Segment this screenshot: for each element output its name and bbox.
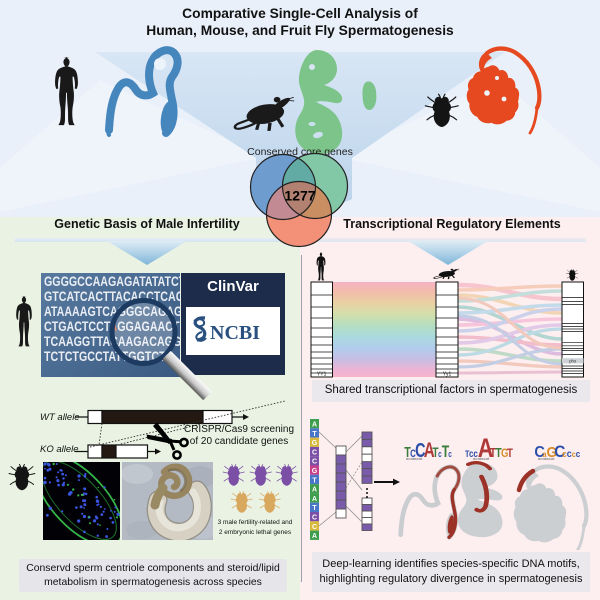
svg-text:T: T [465, 449, 469, 459]
svg-text:c: c [438, 449, 442, 459]
svg-text:C: C [554, 442, 565, 460]
svg-text:G: G [501, 447, 508, 460]
svg-text:C: C [312, 449, 317, 456]
svg-text:acgtacgt: acgtacgt [406, 456, 423, 460]
svg-text:T: T [404, 443, 411, 460]
svg-text:T: T [507, 447, 513, 460]
svg-text:T: T [495, 446, 502, 460]
svg-text:c: c [572, 450, 577, 459]
svg-text:A: A [478, 434, 494, 460]
svg-text:C: C [534, 443, 544, 460]
svg-text:a: a [543, 450, 548, 459]
svg-text:C: C [312, 524, 317, 531]
svg-text:c: c [567, 449, 572, 460]
svg-text:c: c [448, 449, 452, 459]
svg-text:T: T [442, 443, 449, 460]
svg-text:G: G [547, 444, 557, 460]
svg-text:C: C [312, 459, 317, 466]
svg-text:YY1: YY1 [317, 372, 327, 378]
svg-text:T: T [312, 477, 317, 484]
svg-text:T: T [312, 431, 317, 438]
svg-text:G: G [312, 468, 318, 475]
svg-text:A: A [312, 496, 317, 503]
svg-text:A: A [312, 533, 317, 540]
svg-text:A: A [424, 437, 435, 460]
svg-text:acgtacgt: acgtacgt [538, 456, 555, 460]
svg-text:Yy1: Yy1 [443, 372, 452, 378]
svg-text:c: c [576, 449, 581, 460]
svg-text:NCBI: NCBI [210, 322, 260, 344]
svg-text:T: T [490, 446, 497, 460]
svg-text:acgtacgt: acgtacgt [473, 456, 490, 460]
svg-text:T: T [432, 444, 439, 460]
svg-text:T: T [312, 505, 317, 512]
svg-text:A: A [312, 422, 317, 429]
svg-text:c: c [473, 448, 477, 459]
svg-text:c: c [562, 449, 567, 460]
svg-text:C: C [410, 448, 416, 460]
svg-text:1277: 1277 [284, 188, 315, 204]
svg-text:G: G [312, 440, 318, 447]
svg-text:c: c [469, 448, 473, 459]
svg-text:C: C [415, 439, 426, 460]
svg-text:C: C [312, 515, 317, 522]
svg-text:A: A [312, 487, 317, 494]
svg-text:pho: pho [569, 359, 577, 364]
